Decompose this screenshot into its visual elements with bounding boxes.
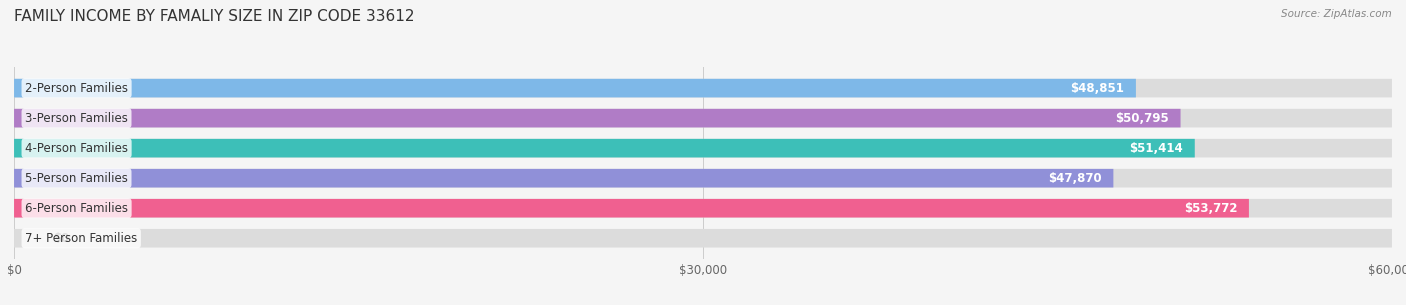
FancyBboxPatch shape (14, 199, 1392, 217)
FancyBboxPatch shape (14, 79, 1392, 97)
FancyBboxPatch shape (14, 169, 1392, 188)
FancyBboxPatch shape (14, 169, 1114, 188)
Text: 3-Person Families: 3-Person Families (25, 112, 128, 125)
FancyBboxPatch shape (14, 109, 1181, 127)
FancyBboxPatch shape (14, 79, 1136, 97)
Text: $48,851: $48,851 (1070, 82, 1125, 95)
Text: $53,772: $53,772 (1184, 202, 1237, 215)
Text: $50,795: $50,795 (1115, 112, 1168, 125)
Text: FAMILY INCOME BY FAMALIY SIZE IN ZIP CODE 33612: FAMILY INCOME BY FAMALIY SIZE IN ZIP COD… (14, 9, 415, 24)
Text: 2-Person Families: 2-Person Families (25, 82, 128, 95)
FancyBboxPatch shape (14, 139, 1195, 157)
Text: $0: $0 (53, 232, 69, 245)
Text: Source: ZipAtlas.com: Source: ZipAtlas.com (1281, 9, 1392, 19)
FancyBboxPatch shape (14, 229, 1392, 248)
Text: $51,414: $51,414 (1129, 142, 1184, 155)
Text: $47,870: $47,870 (1049, 172, 1102, 185)
Text: 6-Person Families: 6-Person Families (25, 202, 128, 215)
FancyBboxPatch shape (14, 139, 1392, 157)
FancyBboxPatch shape (14, 109, 1392, 127)
Text: 4-Person Families: 4-Person Families (25, 142, 128, 155)
Text: 5-Person Families: 5-Person Families (25, 172, 128, 185)
Text: 7+ Person Families: 7+ Person Families (25, 232, 138, 245)
FancyBboxPatch shape (14, 199, 1249, 217)
